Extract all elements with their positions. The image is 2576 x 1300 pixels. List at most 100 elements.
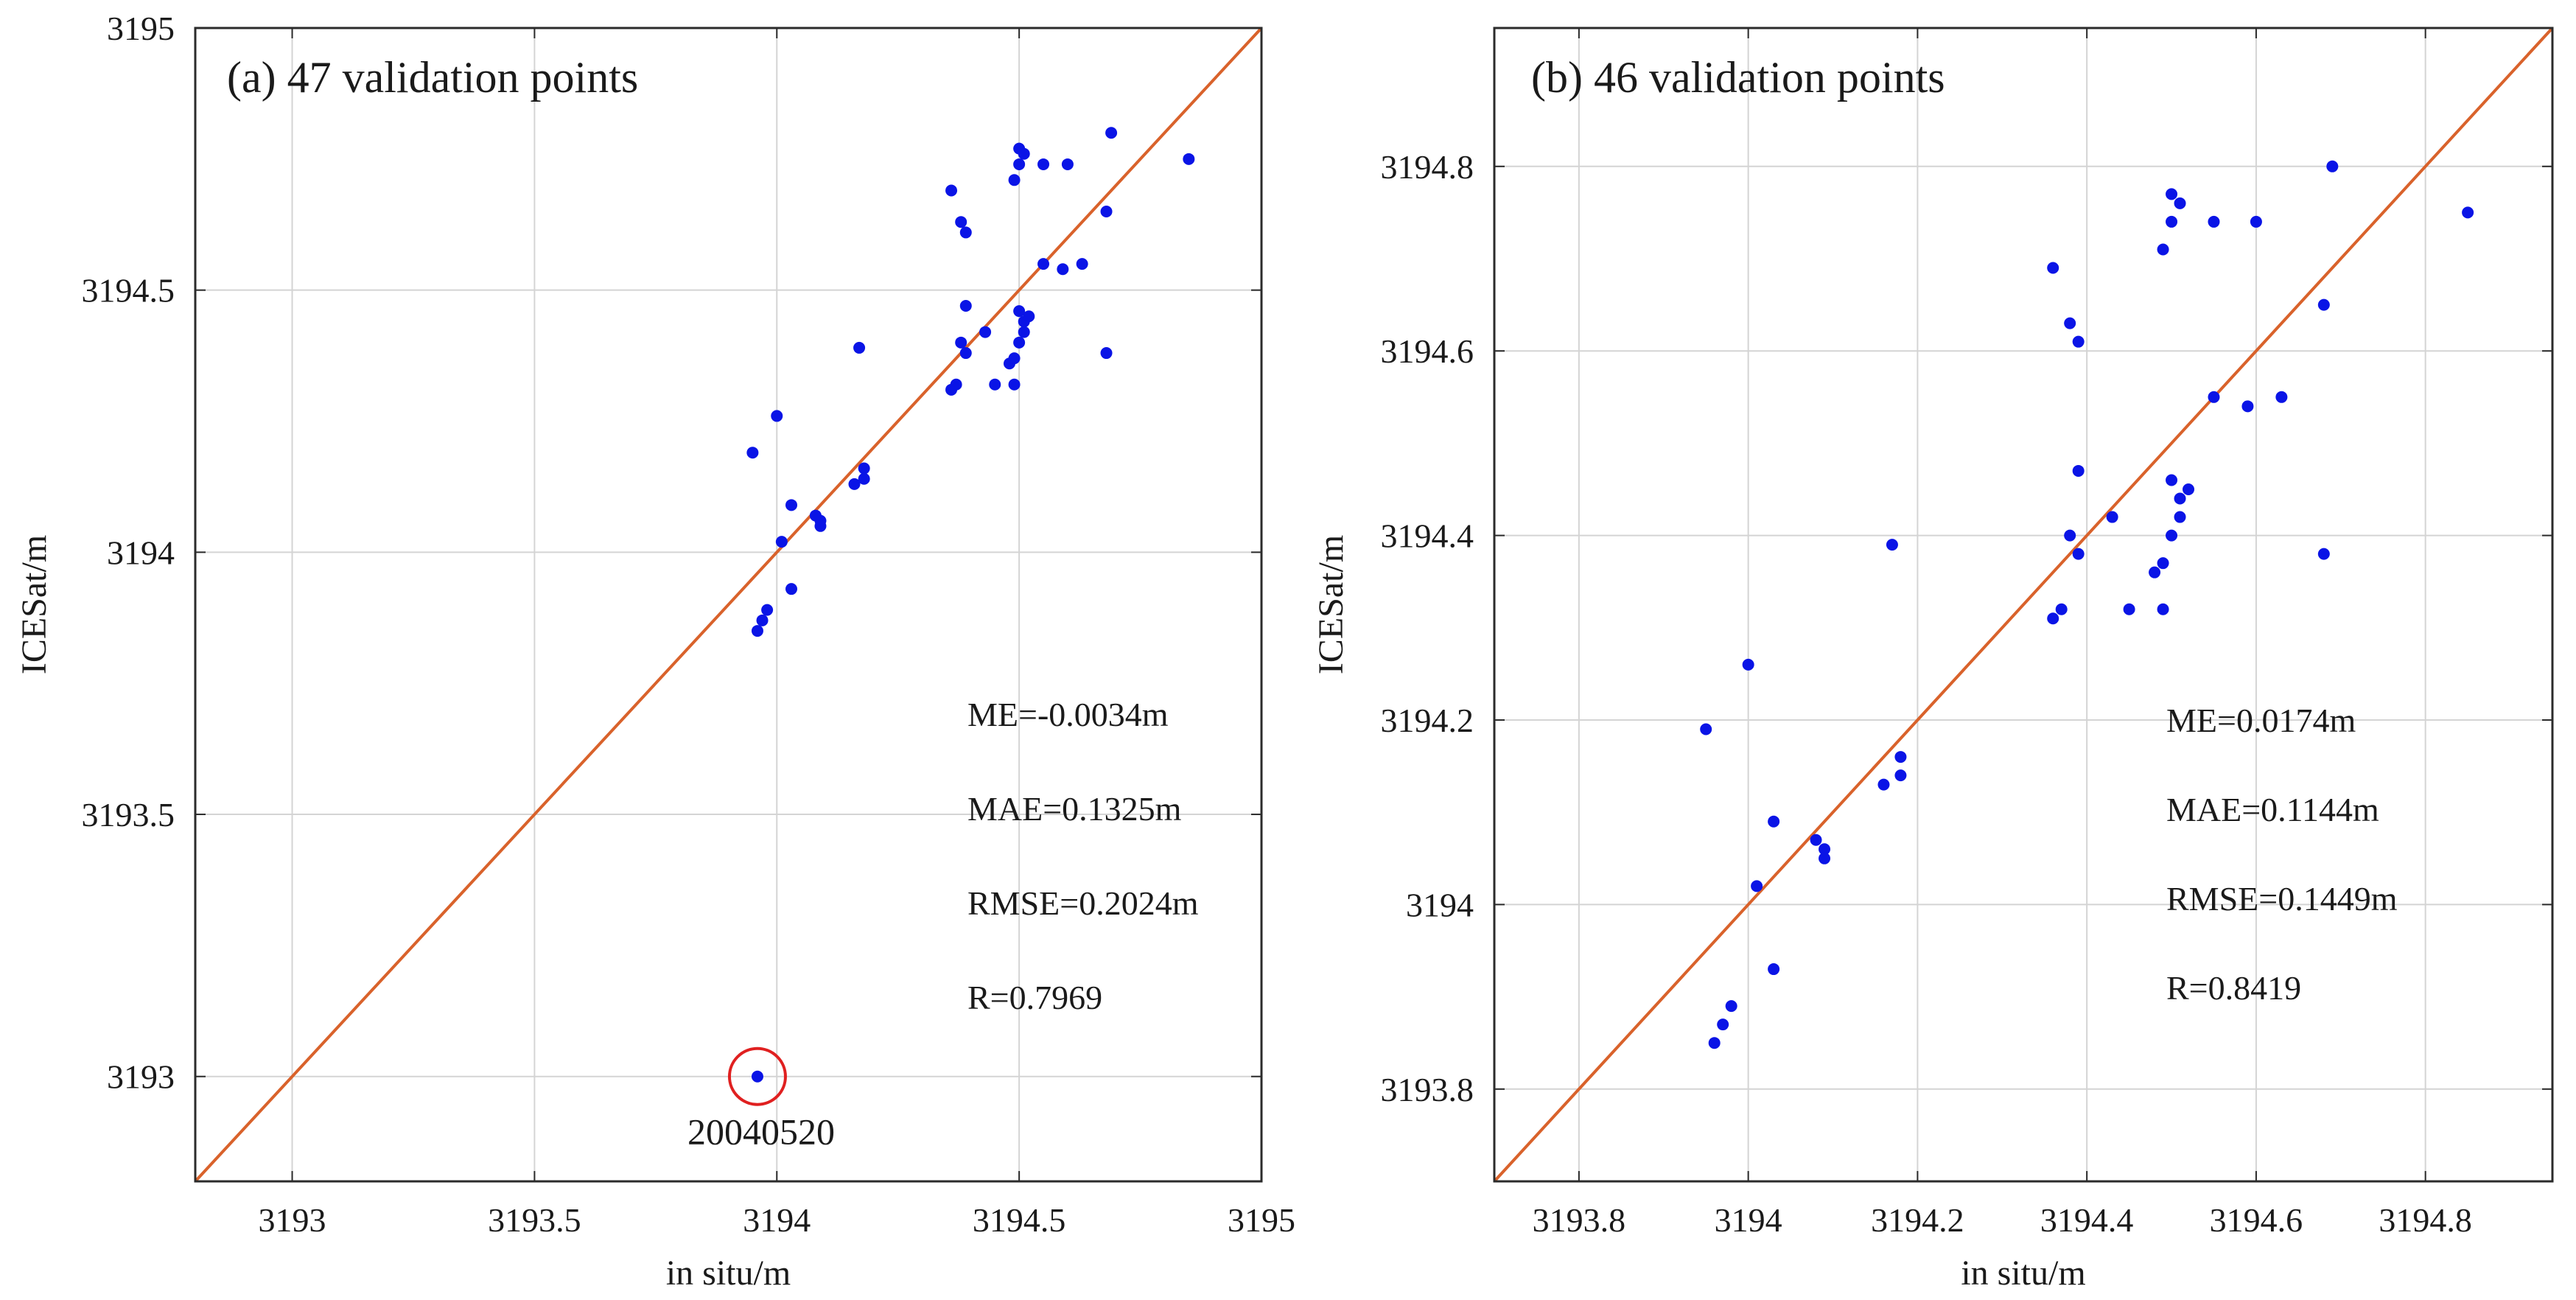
panel-a-x-tick-label: 3193 [259,1201,326,1239]
panel-b: 3193.8 3194 3194.2 3194.4 3194.6 3194.8 3193.8… [1312,27,2554,1293]
panel-b-x-tick-label: 3194.6 [2210,1201,2303,1239]
panel-a-data-point [1057,263,1069,276]
panel-b-stat-me: ME=0.0174m [2166,702,2356,739]
panel-a-data-point [771,410,783,422]
panel-a-outlier-label: 20040520 [687,1111,835,1153]
panel-b-data-point [2462,206,2474,219]
panel-b-stat-mae: MAE=0.1144m [2166,791,2379,828]
panel-b-data-point [1894,769,1907,782]
panel-a-data-point [814,520,827,532]
panel-a-data-point [959,226,972,239]
panel-b-y-tick-label: 3194.2 [1381,702,1474,739]
panel-b-data-point [1886,539,1898,551]
panel-a-axes-frame [194,27,1263,1183]
panel-a-x-axis-label: in situ/m [666,1254,791,1293]
panel-a-x-tick-label: 3193.5 [488,1201,581,1239]
panel-b-data-point [1894,751,1907,763]
panel-a-ticks: 3193 3193.5 3194 3194.5 3195 3193 3193.5 3194 31… [82,10,1296,1239]
panel-b-data-point [2064,529,2076,542]
panel-a-y-tick-label: 3193.5 [82,796,175,834]
panel-b-data-point [1819,852,1831,864]
panel-a-data-point [1008,174,1021,186]
panel-b-data-point [2047,612,2059,625]
panel-a-data-point [989,378,1001,391]
panel-b-axes-frame [1493,27,2554,1183]
panel-a-data-point [959,347,972,360]
panel-a-points [746,127,1195,1083]
panel-b-x-axis-label: in situ/m [1961,1254,2085,1293]
panel-a-data-point [1013,158,1026,170]
panel-b-x-tick-label: 3194.8 [2379,1201,2472,1239]
panel-a-data-point [1013,336,1026,349]
panel-b-stat-rmse: RMSE=0.1449m [2166,880,2398,918]
panel-b-ticks: 3193.8 3194 3194.2 3194.4 3194.6 3194.8 3193.8… [1381,28,2552,1239]
panel-b-data-point [2166,215,2178,228]
panel-b-data-point [2072,548,2085,560]
panel-b-y-tick-label: 3194.8 [1381,148,1474,186]
panel-a-data-point [959,300,972,312]
panel-b-one-to-one-line [1493,27,2554,1183]
panel-a-data-point [1018,326,1030,338]
panel-a-data-point [955,216,967,228]
panel-b-data-point [2157,603,2169,615]
panel-a-stat-rmse: RMSE=0.2024m [967,884,1199,922]
panel-a-data-point [1037,158,1050,170]
panel-a-outlier-circle [727,1046,787,1106]
panel-a-data-point [1076,258,1088,270]
panel-a-data-point [751,625,763,637]
panel-b-data-point [2166,529,2178,542]
panel-a-data-point [761,604,774,616]
panel-b-data-point [2166,474,2178,486]
panel-b-title: (b) 46 validation points [1531,53,1945,102]
panel-a-data-point [945,184,958,197]
panel-a-data-point [858,472,870,485]
panel-b-data-point [1768,963,1780,976]
panel-a-stat-r: R=0.7969 [967,979,1102,1016]
panel-b-x-tick-label: 3193.8 [1533,1201,1626,1239]
panel-b-data-point [2072,464,2085,477]
panel-b-data-point [1877,778,1890,791]
panel-a-y-axis-label: ICESat/m [15,535,54,674]
panel-a-one-to-one-line [194,27,1263,1183]
panel-b-data-point [2055,603,2068,615]
panel-a-data-point [746,447,759,459]
panel-b-data-point [2317,548,2330,560]
panel-b-y-axis-label: ICESat/m [1312,535,1351,674]
panel-a-stat-mae: MAE=0.1325m [967,790,1182,828]
panel-a-y-tick-label: 3194 [107,534,175,571]
panel-a-data-point [775,536,788,548]
panel-b-data-point [2275,391,2288,403]
panel-b-data-point [1700,723,1712,735]
panel-a-data-point [979,326,992,338]
panel-a-data-point [1061,158,1074,170]
panel-b-data-point [2047,262,2059,274]
panel-b-data-point [2208,391,2220,403]
panel-a-data-point [858,462,870,475]
panel-b-data-point [2157,243,2169,256]
panel-a-data-point [1008,378,1021,391]
panel-a: 3193 3193.5 3194 3194.5 3195 3193 3193.5 3194 31… [15,10,1295,1293]
panel-b-y-tick-label: 3194.6 [1381,332,1474,370]
panel-a-y-tick-label: 3195 [107,10,175,47]
panel-a-title: (a) 47 validation points [227,53,638,102]
panel-a-data-point [950,378,962,391]
panel-a-x-tick-label: 3195 [1228,1201,1295,1239]
panel-a-data-point [1013,305,1026,318]
panel-b-x-tick-label: 3194 [1715,1201,1782,1239]
panel-b-points [1700,160,2474,1049]
panel-a-data-point [1023,310,1035,323]
panel-b-data-point [2166,188,2178,200]
panel-a-data-point [751,1070,763,1083]
panel-a-data-point [785,583,798,595]
panel-b-data-point [1819,843,1831,856]
panel-a-data-point [955,336,967,349]
panel-a-data-point [853,341,866,354]
panel-b-data-point [2174,511,2186,523]
panel-b-data-point [2183,483,2195,495]
panel-a-data-point [1183,153,1195,165]
panel-b-data-point [1708,1037,1721,1049]
panel-a-data-point [848,478,861,490]
panel-b-y-tick-label: 3194.4 [1381,517,1474,555]
panel-a-data-point [1008,352,1021,365]
